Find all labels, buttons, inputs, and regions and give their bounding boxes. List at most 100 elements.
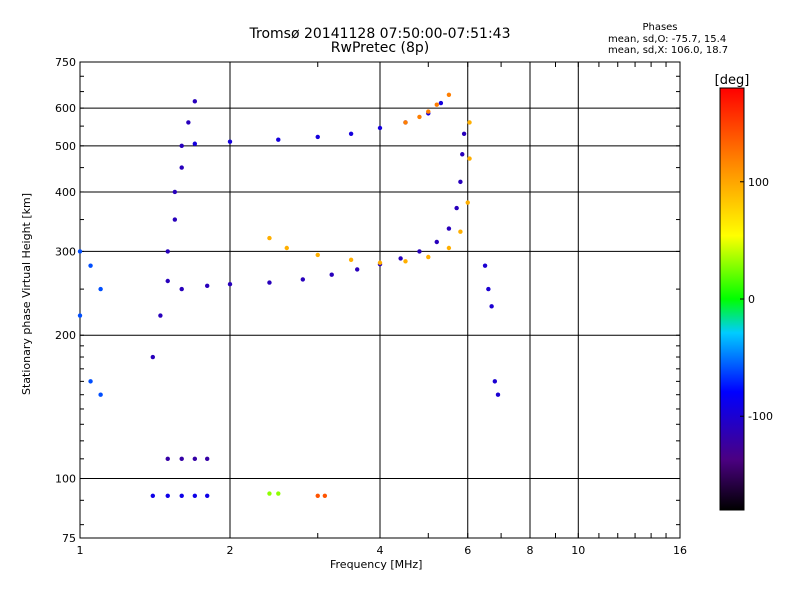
data-point xyxy=(315,493,320,498)
data-point xyxy=(77,249,83,254)
x-tick-label: 4 xyxy=(377,544,384,557)
data-point xyxy=(492,379,498,384)
data-point xyxy=(179,143,184,149)
data-point xyxy=(165,456,170,462)
data-point xyxy=(192,141,198,146)
y-tick-label: 300 xyxy=(55,245,76,258)
data-point xyxy=(417,249,422,254)
data-point xyxy=(315,252,320,258)
chart-title: Tromsø 20141128 07:50:00-07:51:43 xyxy=(249,26,511,42)
x-axis-label: Frequency [MHz] xyxy=(330,558,423,571)
data-point xyxy=(486,286,491,292)
data-point xyxy=(192,493,198,498)
phases-x-mode: mean, sd,X: 106.0, 18.7 xyxy=(608,45,729,56)
data-point xyxy=(354,267,360,272)
colorbar-tick-label: 100 xyxy=(748,176,769,189)
data-point xyxy=(467,156,472,161)
data-point xyxy=(417,114,422,120)
data-point xyxy=(98,286,103,292)
chart-subtitle: RwPretec (8p) xyxy=(330,40,430,56)
colorbar-tick-label: 0 xyxy=(748,293,755,306)
data-point xyxy=(165,278,170,284)
data-point xyxy=(458,229,463,234)
data-point xyxy=(284,245,289,251)
data-point xyxy=(150,354,156,360)
colorbar-tick-label: -100 xyxy=(748,410,773,423)
data-point xyxy=(460,152,465,157)
y-tick-label: 100 xyxy=(55,473,76,486)
data-point xyxy=(329,272,334,277)
x-tick-label: 16 xyxy=(673,544,687,557)
data-point xyxy=(495,392,501,397)
phases-o-mode: mean, sd,O: -75.7, 15.4 xyxy=(608,34,727,45)
data-point xyxy=(426,109,431,114)
data-point xyxy=(192,456,198,462)
data-point xyxy=(227,282,233,287)
data-point xyxy=(438,100,444,106)
data-point xyxy=(192,99,198,104)
data-point xyxy=(186,120,191,125)
data-point xyxy=(88,263,93,268)
data-point xyxy=(398,256,403,261)
data-point xyxy=(446,92,452,97)
data-point xyxy=(267,235,272,241)
data-point xyxy=(315,134,320,140)
data-point xyxy=(489,304,494,309)
y-tick-label: 200 xyxy=(55,329,76,342)
data-point xyxy=(172,217,178,222)
y-tick-label: 750 xyxy=(55,56,76,69)
data-point xyxy=(403,120,408,125)
data-point xyxy=(461,131,467,136)
data-point xyxy=(300,277,306,282)
data-point xyxy=(377,125,383,131)
data-point xyxy=(446,245,452,251)
data-point xyxy=(434,102,439,107)
data-point xyxy=(267,491,272,496)
data-point xyxy=(467,120,472,125)
data-point xyxy=(150,493,156,498)
data-point xyxy=(322,493,328,498)
data-point xyxy=(204,493,210,498)
data-point xyxy=(204,283,210,289)
data-point xyxy=(165,249,170,254)
phases-title: Phases xyxy=(642,22,678,33)
data-point xyxy=(403,259,408,264)
y-tick-label: 500 xyxy=(55,140,76,153)
data-point xyxy=(88,379,93,384)
data-point xyxy=(179,493,184,498)
data-point xyxy=(179,456,184,462)
data-point xyxy=(377,260,383,265)
data-point xyxy=(267,280,272,285)
data-point xyxy=(446,226,452,231)
x-tick-label: 8 xyxy=(527,544,534,557)
data-point xyxy=(77,313,83,318)
data-point xyxy=(458,179,463,185)
x-tick-label: 6 xyxy=(464,544,471,557)
y-tick-label: 600 xyxy=(55,102,76,115)
y-tick-label: 75 xyxy=(62,532,76,545)
data-point xyxy=(204,456,210,462)
data-point xyxy=(276,491,281,496)
data-point xyxy=(426,254,431,260)
plot-frame xyxy=(79,61,681,539)
data-point xyxy=(227,139,233,144)
data-point xyxy=(98,392,103,397)
x-tick-label: 10 xyxy=(571,544,585,557)
data-point xyxy=(172,189,178,195)
data-point xyxy=(454,205,459,211)
data-point xyxy=(165,493,170,498)
x-tick-label: 1 xyxy=(77,544,84,557)
data-point xyxy=(482,263,488,268)
colorbar-label: [deg] xyxy=(715,73,750,88)
data-point xyxy=(434,239,439,245)
y-tick-label: 400 xyxy=(55,186,76,199)
data-point xyxy=(179,286,184,292)
data-point xyxy=(179,165,184,170)
data-point xyxy=(465,200,470,205)
data-point xyxy=(348,257,354,263)
data-point xyxy=(158,313,163,318)
data-point xyxy=(348,131,354,136)
data-point xyxy=(276,137,281,142)
